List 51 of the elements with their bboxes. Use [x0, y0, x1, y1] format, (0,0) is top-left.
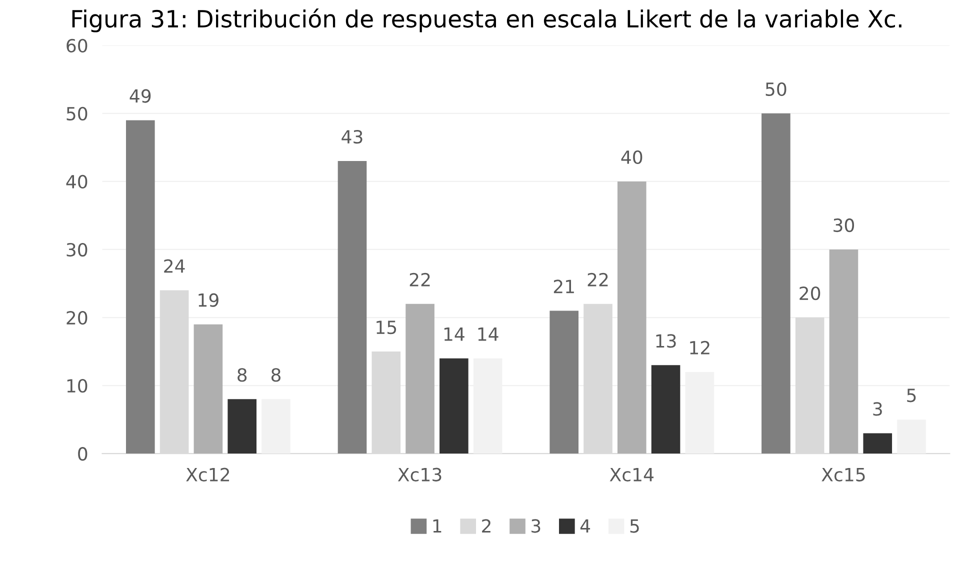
data-label: 8 — [238, 368, 247, 382]
data-label: 22 — [410, 272, 430, 286]
y-tick-label: 20 — [66, 310, 88, 325]
data-label: 13 — [656, 334, 676, 348]
data-label: 40 — [621, 150, 642, 164]
legend-label: 5 — [630, 519, 639, 533]
data-label: 21 — [554, 280, 574, 294]
data-label: 14 — [478, 328, 498, 341]
bar — [194, 324, 223, 454]
bar — [338, 161, 367, 454]
data-label: 19 — [198, 293, 218, 307]
bar — [440, 358, 468, 454]
bar — [617, 181, 646, 454]
bar — [406, 304, 434, 454]
data-label: 43 — [342, 130, 362, 144]
data-label: 24 — [164, 259, 185, 273]
x-tick-label: Xc12 — [186, 468, 230, 482]
data-label: 8 — [271, 368, 280, 382]
data-label: 15 — [376, 320, 396, 334]
bar — [897, 420, 926, 454]
y-tick-label: 50 — [66, 106, 88, 121]
data-label: 12 — [690, 340, 710, 354]
data-label: 49 — [130, 89, 151, 103]
y-tick-label: 10 — [67, 379, 88, 393]
bar — [550, 310, 578, 454]
chart-title: Figura 31: Distribución de respuesta en escala Likert de la variable Xc. — [72, 8, 902, 32]
data-label: 5 — [907, 388, 916, 402]
bar — [651, 365, 680, 454]
legend-label: 3 — [532, 519, 540, 533]
data-label: 14 — [444, 328, 464, 341]
y-tick-label: 40 — [66, 174, 88, 189]
x-tick-label: Xc13 — [398, 468, 442, 482]
bar — [126, 120, 155, 454]
legend-label: 2 — [482, 519, 490, 533]
data-label: 20 — [800, 286, 820, 300]
legend-label: 1 — [433, 519, 442, 533]
data-label: 30 — [834, 218, 854, 232]
bar — [262, 399, 290, 454]
bar — [762, 113, 790, 454]
data-label: 3 — [873, 402, 882, 416]
data-label: 50 — [766, 82, 786, 96]
x-tick-label: Xc14 — [610, 468, 654, 482]
y-tick-label: 60 — [66, 38, 88, 52]
y-tick-label: 30 — [66, 242, 88, 257]
x-tick-label: Xc15 — [822, 468, 865, 482]
bar — [228, 399, 256, 454]
bar — [863, 433, 892, 454]
y-tick-label: 0 — [78, 447, 88, 461]
data-label: 22 — [588, 272, 608, 286]
bar — [829, 249, 858, 454]
legend-label: 4 — [580, 519, 590, 533]
